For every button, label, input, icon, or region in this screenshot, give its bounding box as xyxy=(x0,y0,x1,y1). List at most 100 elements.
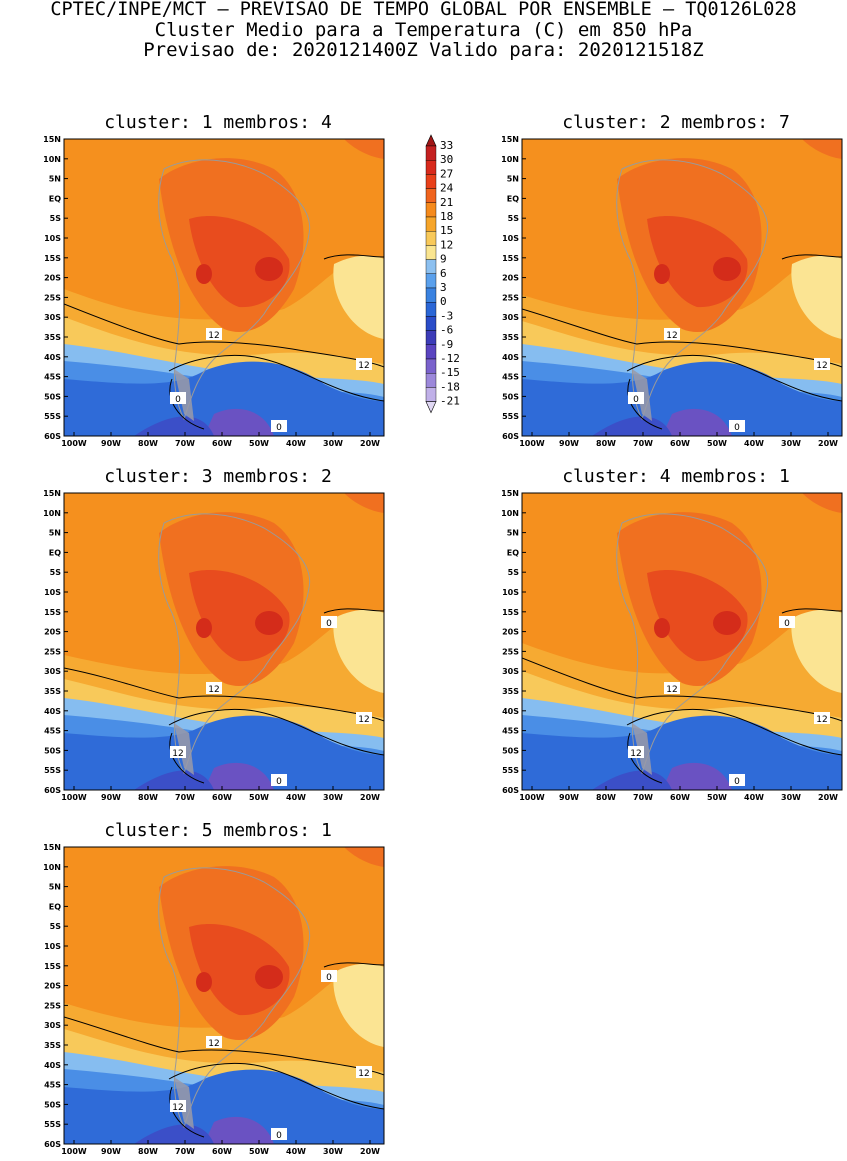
svg-text:12: 12 xyxy=(172,749,183,759)
lat-tick-label: 35S xyxy=(502,687,519,696)
contour-label: 0 xyxy=(271,1128,287,1141)
colorbar-label: -21 xyxy=(440,395,460,408)
contour-label: 0 xyxy=(729,420,745,433)
lat-tick-label: 40S xyxy=(502,707,519,716)
svg-text:0: 0 xyxy=(276,1131,282,1141)
lat-tick-label: 15N xyxy=(43,843,61,852)
lat-tick-label: 5S xyxy=(508,214,520,223)
colorbar-swatch xyxy=(425,145,437,161)
colorbar-top-arrow xyxy=(425,134,437,147)
lat-tick-label: 5S xyxy=(508,568,520,577)
lat-tick-label: 35S xyxy=(502,333,519,342)
svg-text:0: 0 xyxy=(326,973,332,983)
panel-title: cluster: 2 membros: 7 xyxy=(562,112,790,133)
lat-tick-label: 45S xyxy=(44,727,61,736)
colorbar-label: 18 xyxy=(440,210,453,223)
colorbar-label: -9 xyxy=(440,338,453,351)
lat-tick-label: 30S xyxy=(44,313,61,322)
lon-tick-label: 40W xyxy=(744,793,764,802)
colorbar-swatch xyxy=(425,230,437,246)
lon-tick-label: 60W xyxy=(212,793,232,802)
lon-tick-label: 90W xyxy=(559,793,579,802)
lon-tick-label: 70W xyxy=(175,439,195,448)
lon-tick-label: 40W xyxy=(286,793,306,802)
lon-tick-label: 60W xyxy=(670,439,690,448)
lat-tick-label: 40S xyxy=(44,353,61,362)
contour-label: 0 xyxy=(779,616,795,629)
lat-tick-label: 50S xyxy=(502,392,519,401)
lat-tick-label: 30S xyxy=(502,313,519,322)
lat-tick-label: 10S xyxy=(502,588,519,597)
lat-tick-label: 20S xyxy=(44,274,61,283)
colorbar-swatch xyxy=(425,202,437,218)
lat-tick-label: EQ xyxy=(49,548,61,557)
contour-label: 12 xyxy=(356,1066,372,1079)
svg-text:12: 12 xyxy=(358,1069,369,1079)
colorbar-label: 12 xyxy=(440,238,453,251)
colorbar-label: 0 xyxy=(440,295,447,308)
lon-tick-label: 50W xyxy=(249,793,269,802)
lon-tick-label: 100W xyxy=(61,439,87,448)
lat-tick-label: 20S xyxy=(44,628,61,637)
lat-tick-label: 5S xyxy=(50,568,62,577)
lon-tick-label: 70W xyxy=(633,439,653,448)
lon-tick-label: 50W xyxy=(249,439,269,448)
lon-tick-label: 60W xyxy=(212,1147,232,1156)
lon-tick-label: 30W xyxy=(323,439,343,448)
lat-tick-label: 10N xyxy=(501,509,519,518)
colorbar-swatch xyxy=(425,216,437,232)
colorbar-label: 9 xyxy=(440,253,447,266)
lat-tick-label: 35S xyxy=(44,333,61,342)
lat-tick-label: 15N xyxy=(501,489,519,498)
colorbar-label: 30 xyxy=(440,153,453,166)
lat-tick-label: 30S xyxy=(502,667,519,676)
colorbar-swatch xyxy=(425,316,437,331)
lon-tick-label: 80W xyxy=(138,793,158,802)
lat-tick-label: 45S xyxy=(502,373,519,382)
lon-tick-label: 80W xyxy=(138,1147,158,1156)
colorbar-label: -12 xyxy=(440,352,460,365)
lat-tick-label: 50S xyxy=(44,746,61,755)
colorbar-label: 21 xyxy=(440,196,453,209)
colorbar-label: -3 xyxy=(440,309,453,322)
colorbar-label: 33 xyxy=(440,139,453,152)
contour-label: 0 xyxy=(321,970,337,983)
colorbar-swatch xyxy=(425,387,437,402)
lat-tick-label: 45S xyxy=(502,727,519,736)
colorbar-label: -15 xyxy=(440,366,460,379)
lon-tick-label: 50W xyxy=(249,1147,269,1156)
contour-label: 12 xyxy=(664,328,680,341)
colorbar-swatch xyxy=(425,245,437,260)
lat-tick-label: 5N xyxy=(49,175,61,184)
colorbar-swatch xyxy=(425,301,437,317)
colorbar-swatch xyxy=(425,188,437,203)
contour-label: 0 xyxy=(628,392,644,405)
contour-label: 12 xyxy=(170,746,186,759)
lat-tick-label: 20S xyxy=(44,982,61,991)
lon-tick-label: 30W xyxy=(323,793,343,802)
lon-tick-label: 50W xyxy=(707,439,727,448)
svg-text:12: 12 xyxy=(630,749,641,759)
lat-tick-label: 25S xyxy=(44,647,61,656)
contour-label: 12 xyxy=(356,712,372,725)
colorbar-swatch xyxy=(425,372,437,388)
contour-label: 0 xyxy=(729,774,745,787)
lat-tick-label: 45S xyxy=(44,373,61,382)
lat-tick-label: 50S xyxy=(44,1100,61,1109)
lat-tick-label: 15S xyxy=(44,962,61,971)
lon-tick-label: 40W xyxy=(286,1147,306,1156)
lon-tick-label: 90W xyxy=(101,439,121,448)
svg-text:12: 12 xyxy=(816,715,827,725)
lat-tick-label: 55S xyxy=(502,412,519,421)
panel-title: cluster: 3 membros: 2 xyxy=(104,466,332,487)
lon-tick-label: 90W xyxy=(559,439,579,448)
lon-tick-label: 100W xyxy=(61,1147,87,1156)
temperature-map: 12 12 12 0 0 15N 10N 5N EQ 5S 10S 15S 20S 25S 30S 35S 40… xyxy=(43,489,385,802)
colorbar-swatch xyxy=(425,259,437,274)
colorbar-label: -18 xyxy=(440,380,460,393)
contour-label: 12 xyxy=(356,358,372,371)
lat-tick-label: 30S xyxy=(44,1021,61,1030)
colorbar-label: 6 xyxy=(440,267,447,280)
lon-tick-label: 30W xyxy=(781,439,801,448)
